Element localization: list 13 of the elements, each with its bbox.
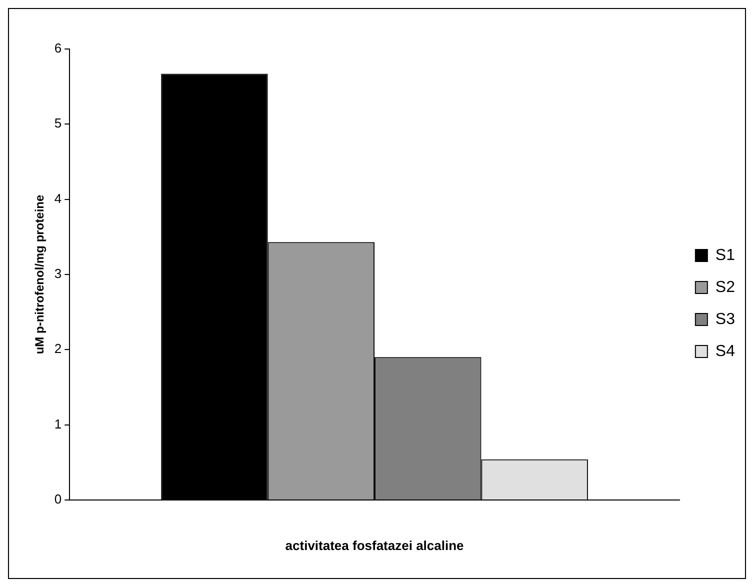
legend-label: S3 <box>715 310 736 328</box>
x-axis-title: activitatea fosfatazei alcaline <box>285 538 464 553</box>
legend-label: S2 <box>715 278 736 296</box>
y-tick-label: 1 <box>54 416 62 432</box>
y-tick-label: 4 <box>54 190 62 206</box>
legend-label: S1 <box>715 246 736 264</box>
y-tick-label: 0 <box>54 492 62 507</box>
legend-label: S4 <box>715 342 736 360</box>
y-tick-label: 5 <box>54 116 62 131</box>
y-tick-label: 3 <box>54 266 62 282</box>
y-tick-label: 6 <box>54 40 62 56</box>
y-tick-label: 2 <box>54 341 62 356</box>
y-axis-title: uM p-nitrofenol/mg proteine <box>32 194 47 354</box>
